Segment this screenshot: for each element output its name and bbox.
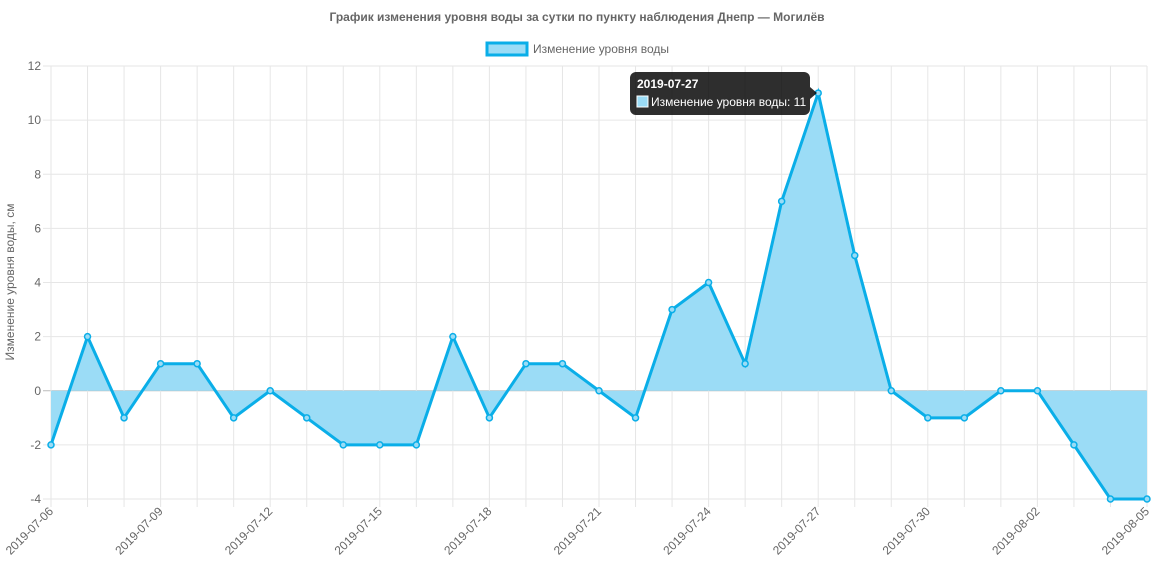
data-point [412,441,421,449]
data-point [668,305,676,314]
data-point [193,359,201,368]
series-area [51,93,1147,499]
x-tick-label: 2019-07-12 [222,504,276,558]
y-tick-label: 8 [34,167,41,181]
data-point [120,414,128,422]
x-tick-label: 2019-07-18 [441,504,495,558]
x-tick-label: 2019-08-02 [989,504,1043,558]
data-point [449,332,457,341]
data-point [1106,495,1115,503]
chart-title: График изменения уровня воды за сутки по… [329,10,824,24]
data-point [485,414,494,422]
y-tick-label: 4 [34,276,41,290]
data-point [339,441,348,449]
y-tick-label: 2 [34,330,41,344]
data-point [777,197,786,206]
data-point [1143,495,1151,503]
x-tick-label: 2019-07-24 [660,504,714,558]
data-point [997,387,1005,395]
y-tick-label: 0 [34,384,41,398]
data-point [631,414,640,422]
y-tick-label: 12 [28,59,42,73]
data-point [1070,441,1078,449]
data-point [229,414,238,422]
x-tick-label: 2019-08-05 [1099,504,1153,558]
x-tick-label: 2019-07-09 [112,504,166,558]
x-tick-label: 2019-07-21 [551,504,605,558]
data-point [595,387,603,395]
tooltip-swatch [636,95,649,108]
tooltip-box [630,72,810,115]
y-tick-label: -2 [30,438,41,452]
data-point [266,387,274,395]
y-tick-label: 6 [34,221,41,235]
data-point [47,441,55,449]
legend-item[interactable]: Изменение уровня воды [485,41,669,57]
data-point [960,414,969,422]
tooltip-title: 2019-07-27 [637,77,699,91]
legend-label: Изменение уровня воды [533,42,669,56]
data-point [522,359,530,368]
y-tick-label: -4 [30,492,41,506]
tooltip: 2019-07-27 Изменение уровня воды: 11 [630,72,817,115]
data-point [83,332,92,341]
y-axis-label: Изменение уровня воды, см [3,204,17,361]
y-tick-label: 10 [28,113,42,127]
data-point [924,414,932,422]
x-tick-label: 2019-07-30 [880,504,934,558]
data-point [741,359,749,368]
x-tick-label: 2019-07-06 [3,504,57,558]
data-point [704,278,713,287]
data-point [1033,387,1042,395]
x-tick-label: 2019-07-27 [770,504,824,558]
data-point [850,251,859,260]
data-point [302,414,311,422]
data-point [156,359,165,368]
tooltip-caret [810,87,817,99]
data-point [558,359,567,368]
data-point [887,387,896,395]
legend-swatch [485,41,529,57]
tooltip-label: Изменение уровня воды: 11 [651,95,806,109]
x-tick-label: 2019-07-15 [332,504,386,558]
data-point [376,441,384,449]
